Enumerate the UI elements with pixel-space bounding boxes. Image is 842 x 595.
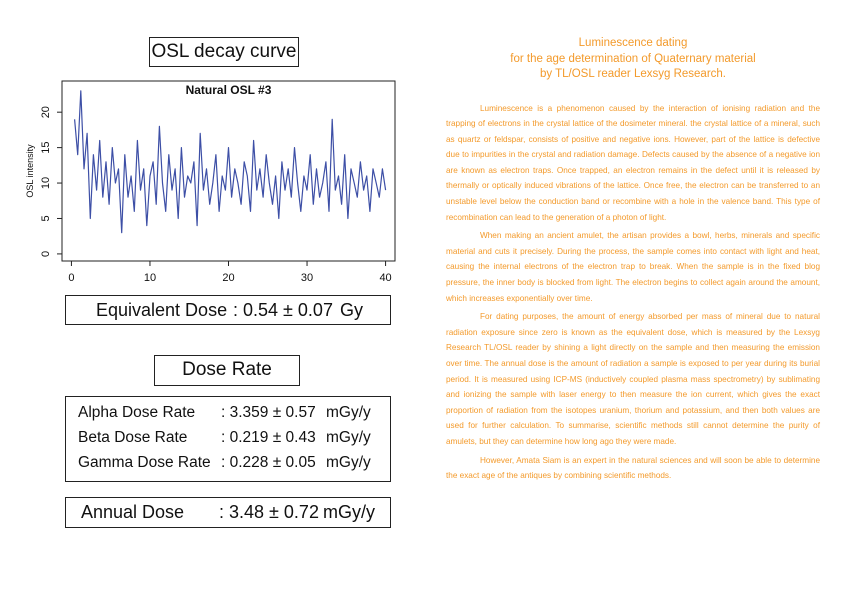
- alpha-dose-rate-row: Alpha Dose Rate : 3.359 ± 0.57 mGy/y: [66, 404, 390, 426]
- y-tick-label: 0: [40, 251, 52, 257]
- y-tick-label: 5: [40, 215, 52, 221]
- osl-chart-svg: Natural OSL #3 0 10 20 30 40 0 5 10 15 20 OSL inten…: [25, 80, 396, 284]
- rate-value: : 0.219 ± 0.43: [221, 429, 316, 446]
- rate-value: : 3.359 ± 0.57: [221, 404, 316, 421]
- equivalent-dose-label: Equivalent Dose: [96, 300, 228, 320]
- annual-dose-unit: mGy/y: [323, 502, 375, 522]
- chart-title: Natural OSL #3: [186, 83, 272, 97]
- article-title-line: for the age determination of Quaternary …: [510, 52, 756, 65]
- gamma-dose-rate-row: Gamma Dose Rate : 0.228 ± 0.05 mGy/y: [66, 454, 390, 476]
- beta-dose-rate-row: Beta Dose Rate : 0.219 ± 0.43 mGy/y: [66, 429, 390, 451]
- osl-title-box: OSL decay curve: [149, 37, 299, 67]
- dose-rate-title: Dose Rate: [182, 359, 272, 380]
- rate-label: Beta Dose Rate: [78, 429, 188, 446]
- article-title-line: by TL/OSL reader Lexsyg Research.: [539, 68, 726, 80]
- osl-chart: Natural OSL #3 0 10 20 30 40 0 5 10 15 20 OSL inten…: [20, 78, 400, 298]
- equivalent-dose-value: : 0.54 ± 0.07: [233, 300, 333, 320]
- article-paragraph: For dating purposes, the amount of energ…: [446, 312, 820, 446]
- dose-rate-title-box: Dose Rate: [154, 355, 300, 386]
- rate-unit: mGy/y: [326, 454, 371, 471]
- article-paragraph: When making an ancient amulet, the artis…: [446, 231, 820, 303]
- annual-dose-box: Annual Dose : 3.48 ± 0.72 mGy/y: [65, 497, 391, 528]
- y-tick-label: 15: [40, 141, 52, 153]
- x-tick-label: 30: [301, 272, 313, 284]
- rate-unit: mGy/y: [326, 429, 371, 446]
- rate-unit: mGy/y: [326, 404, 371, 421]
- x-tick-label: 0: [68, 272, 74, 284]
- osl-series-line: [74, 90, 387, 234]
- dose-rate-table: Alpha Dose Rate : 3.359 ± 0.57 mGy/y Bet…: [65, 396, 391, 482]
- annual-dose-label: Annual Dose: [81, 502, 185, 522]
- x-tick-label: 10: [144, 272, 156, 284]
- equivalent-dose-unit: Gy: [340, 300, 364, 320]
- x-tick-label: 20: [222, 272, 234, 284]
- osl-title: OSL decay curve: [151, 41, 297, 62]
- rate-label: Alpha Dose Rate: [78, 404, 196, 421]
- article-paragraph: However, Amata Siam is an expert in the …: [446, 455, 820, 481]
- rate-value: : 0.228 ± 0.05: [221, 454, 316, 471]
- annual-dose-value: : 3.48 ± 0.72: [219, 502, 319, 522]
- article-paragraph: Luminescence is a phenomenon caused by t…: [446, 103, 820, 222]
- equivalent-dose-box: Equivalent Dose : 0.54 ± 0.07 Gy: [65, 295, 391, 325]
- article-title: Luminescence dating for the age determin…: [446, 36, 820, 83]
- article: Luminescence dating for the age determin…: [446, 36, 820, 484]
- article-title-line: Luminescence dating: [578, 37, 688, 49]
- y-tick-label: 20: [40, 106, 52, 118]
- rate-label: Gamma Dose Rate: [78, 454, 211, 471]
- y-axis-label: OSL intensity: [25, 144, 35, 198]
- x-tick-label: 40: [379, 272, 391, 284]
- y-tick-label: 10: [40, 177, 52, 189]
